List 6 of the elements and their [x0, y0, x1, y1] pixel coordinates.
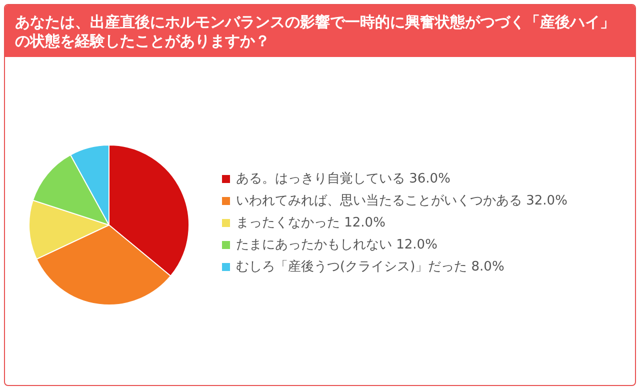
- legend-label: いわれてみれば、思い当たることがいくつかある 32.0%: [236, 194, 568, 208]
- legend-label: ある。はっきり自覚している 36.0%: [236, 172, 450, 186]
- legend-label: まったくなかった 12.0%: [236, 216, 386, 230]
- legend-label: たまにあったかもしれない 12.0%: [236, 238, 438, 252]
- chart-title: あなたは、出産直後にホルモンバランスの影響で一時的に興奮状態がつづく「産後ハイ」の状態を経験したことがありますか？: [5, 5, 635, 57]
- legend-label: むしろ「産後うつ(クライシス)」だった 8.0%: [236, 258, 504, 274]
